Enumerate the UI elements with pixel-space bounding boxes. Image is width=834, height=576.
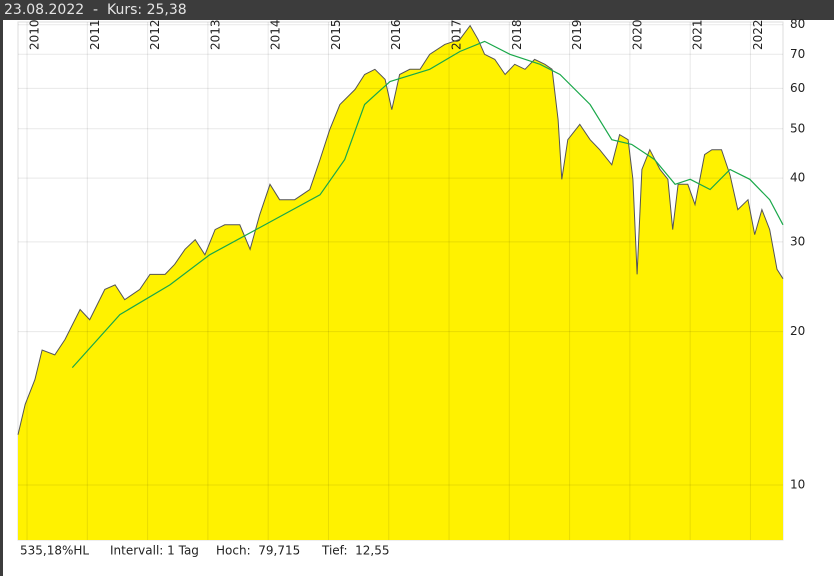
- footer-high: Hoch: 79,715: [216, 544, 300, 558]
- footer-interval: Intervall: 1 Tag: [110, 544, 199, 558]
- y-tick-label: 70: [790, 47, 805, 61]
- header-bar: [0, 0, 834, 20]
- x-tick-label: 2021: [691, 19, 705, 50]
- x-tick-label: 2015: [329, 19, 343, 50]
- y-tick-label: 50: [790, 121, 805, 135]
- y-tick-label: 80: [790, 17, 805, 31]
- y-tick-label: 30: [790, 234, 805, 248]
- price-line: [17, 24, 784, 435]
- y-tick-label: 20: [790, 324, 805, 338]
- x-tick-label: 2017: [450, 19, 464, 50]
- y-tick-label: 60: [790, 81, 805, 95]
- x-tick-label: 2020: [630, 19, 644, 50]
- x-tick-label: 2019: [570, 19, 584, 50]
- average-line: [71, 40, 784, 369]
- x-tick-label: 2010: [28, 19, 42, 50]
- y-tick-label: 40: [790, 171, 805, 185]
- y-tick-label: 10: [790, 478, 805, 492]
- x-tick-label: 2013: [208, 19, 222, 50]
- area-fill: [18, 25, 783, 541]
- x-tick-label: 2022: [751, 19, 765, 50]
- header-text: 23.08.2022 - Kurs: 25,38: [4, 2, 187, 18]
- x-tick-label: 2011: [88, 19, 102, 50]
- x-tick-label: 2016: [389, 19, 403, 50]
- footer-low: Tief: 12,55: [321, 544, 390, 558]
- x-tick-label: 2018: [510, 19, 524, 50]
- footer-range: 535,18%HL: [20, 544, 89, 558]
- left-edge: [0, 20, 3, 576]
- x-tick-label: 2012: [148, 19, 162, 50]
- x-tick-label: 2014: [269, 19, 283, 50]
